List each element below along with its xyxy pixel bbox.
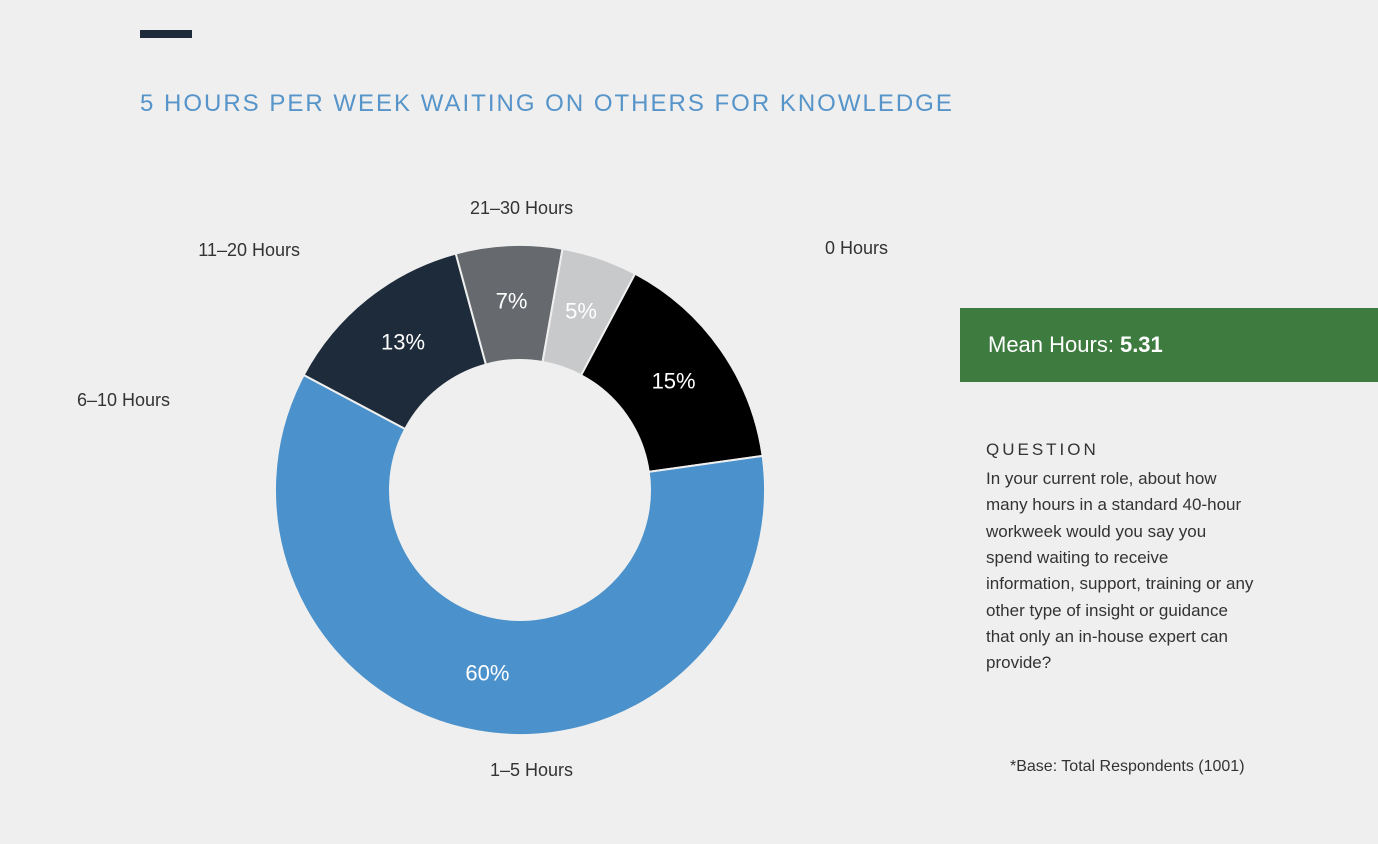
donut-chart: 15%60%13%7%5% 0 Hours1–5 Hours6–10 Hours… (200, 180, 840, 820)
slice-percent: 60% (465, 660, 509, 685)
mean-hours-box: Mean Hours: 5.31 (960, 308, 1378, 382)
mean-value: 5.31 (1120, 332, 1163, 358)
accent-bar (140, 30, 192, 38)
slice-percent: 5% (565, 299, 597, 324)
slice-label: 6–10 Hours (77, 390, 170, 411)
page-title: 5 HOURS PER WEEK WAITING ON OTHERS FOR K… (140, 90, 954, 118)
mean-prefix: Mean Hours: (988, 332, 1114, 358)
question-block: QUESTION In your current role, about how… (986, 440, 1256, 677)
slice-percent: 15% (652, 368, 696, 393)
slice-percent: 7% (496, 289, 528, 314)
slice-label: 21–30 Hours (470, 198, 573, 219)
slice-label: 0 Hours (825, 238, 888, 259)
slice-label: 1–5 Hours (490, 760, 573, 781)
question-text: In your current role, about how many hou… (986, 466, 1256, 677)
slice-percent: 13% (381, 329, 425, 354)
question-heading: QUESTION (986, 440, 1256, 460)
footnote: *Base: Total Respondents (1001) (1010, 758, 1245, 776)
slice-label: 11–20 Hours (198, 240, 300, 261)
